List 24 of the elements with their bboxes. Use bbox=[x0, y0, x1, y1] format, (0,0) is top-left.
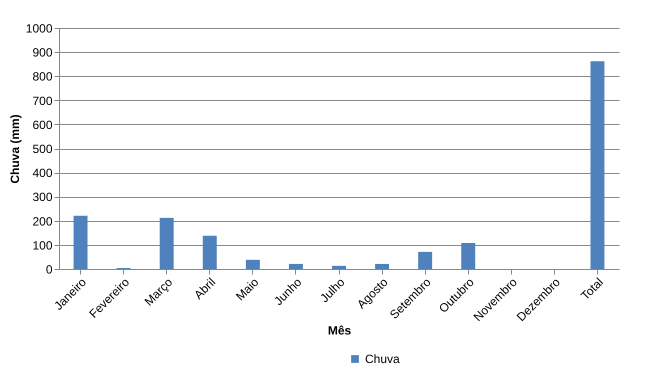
y-tick-label: 600 bbox=[32, 118, 53, 132]
y-tick-label: 900 bbox=[32, 46, 53, 60]
bar bbox=[418, 252, 432, 269]
x-axis-title: Mês bbox=[328, 323, 352, 338]
y-axis-title: Chuva (mm) bbox=[8, 114, 22, 184]
bar bbox=[246, 260, 260, 269]
y-tick-label: 800 bbox=[32, 70, 53, 84]
bar bbox=[590, 61, 604, 269]
y-tick-label: 200 bbox=[32, 214, 53, 228]
bar bbox=[160, 218, 174, 269]
y-tick-label: 500 bbox=[32, 142, 53, 156]
y-tick-label: 700 bbox=[32, 94, 53, 108]
bar bbox=[288, 264, 303, 269]
y-tick-label: 0 bbox=[46, 262, 53, 276]
bar bbox=[74, 216, 88, 269]
y-tick-label: 1000 bbox=[26, 22, 53, 36]
bar bbox=[375, 264, 390, 269]
y-tick-label: 100 bbox=[32, 238, 53, 252]
bar bbox=[461, 242, 476, 269]
y-tick-label: 300 bbox=[32, 190, 53, 204]
y-tick-label: 400 bbox=[32, 166, 53, 180]
legend-label: Chuva bbox=[365, 352, 400, 366]
bar bbox=[202, 236, 217, 269]
bar bbox=[332, 266, 346, 269]
